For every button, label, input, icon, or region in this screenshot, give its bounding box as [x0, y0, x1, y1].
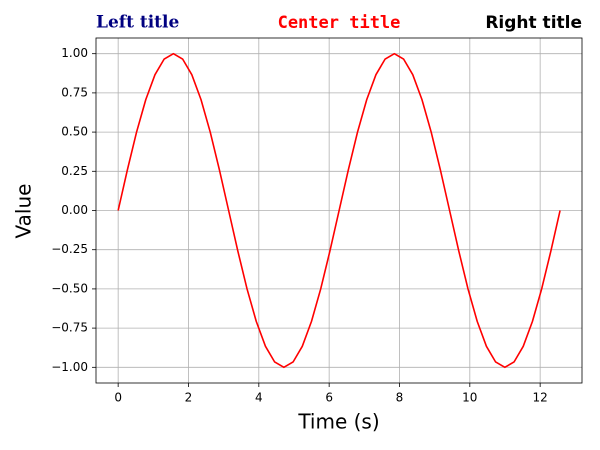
x-tick-label: 0: [114, 391, 122, 405]
y-tick-label: 0.00: [61, 203, 88, 217]
line: [117, 52, 561, 369]
y-tick-label: 0.50: [61, 125, 88, 139]
y-tick-label: −0.50: [51, 281, 88, 295]
x-tick-label: 6: [325, 391, 333, 405]
plot-frame: [95, 37, 583, 384]
x-tick-label: 10: [462, 391, 477, 405]
chart-title: Center title: [278, 13, 401, 33]
y-axis-label: Value: [12, 184, 36, 239]
y-tick-label: −1.00: [51, 360, 88, 374]
x-axis-label: Time (s): [297, 410, 379, 434]
right-title: Right title: [485, 13, 582, 33]
left-title: Left title: [96, 13, 179, 33]
x-tick-label: 2: [185, 391, 193, 405]
x-tick-label: 8: [396, 391, 404, 405]
y-tick-label: 0.75: [61, 85, 88, 99]
y-tick-label: −0.25: [51, 242, 88, 256]
y-tick-label: 1.00: [61, 46, 88, 60]
y-tick-label: −0.75: [51, 321, 88, 335]
y-tick-label: 0.25: [61, 164, 88, 178]
x-tick-label: 4: [255, 391, 263, 405]
x-tick-label: 12: [533, 391, 548, 405]
